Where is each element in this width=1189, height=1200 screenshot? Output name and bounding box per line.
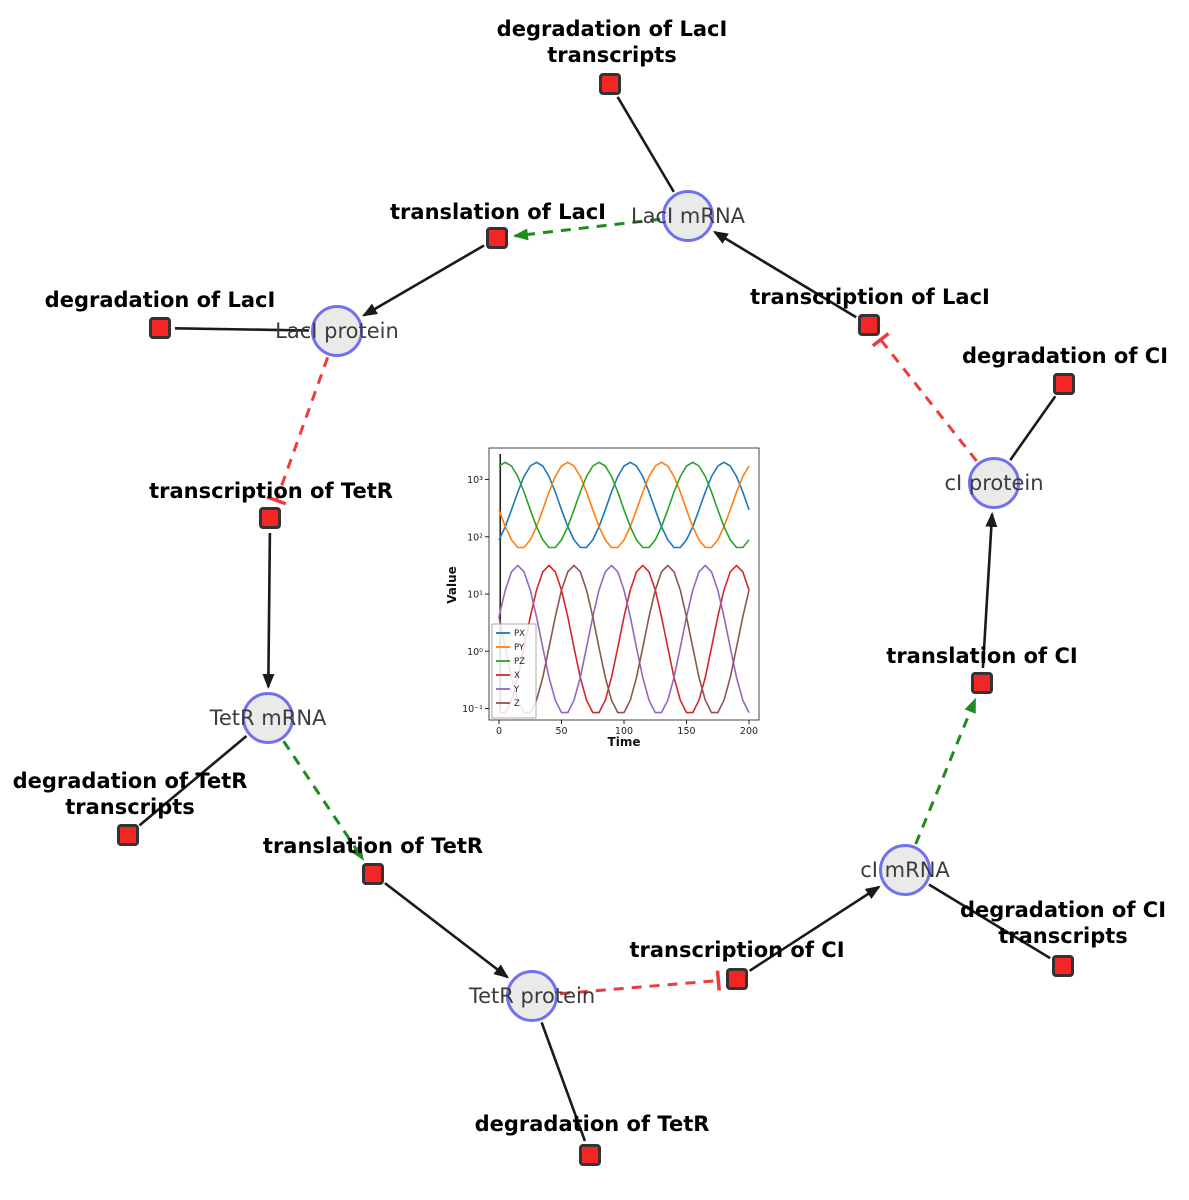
species-label-laci_mrna: LacI mRNA bbox=[630, 204, 746, 228]
species-label-ci_mrna: cI mRNA bbox=[860, 858, 950, 882]
chart-xlabel: Time bbox=[607, 735, 641, 749]
svg-text:PX: PX bbox=[514, 629, 525, 639]
svg-text:10⁻¹: 10⁻¹ bbox=[462, 704, 483, 715]
reaction-label-tx_tetr: transcription of TetR bbox=[149, 478, 393, 503]
svg-text:200: 200 bbox=[740, 726, 758, 737]
reaction-node-deg_laci[interactable] bbox=[149, 317, 171, 339]
chart-ylabel: Value bbox=[445, 566, 459, 604]
legend: PX PY PZ XYZ bbox=[491, 623, 537, 719]
edge-ci_mrna-tl_ci bbox=[914, 697, 977, 845]
svg-text:Z: Z bbox=[514, 699, 520, 709]
species-node-ci_mrna[interactable] bbox=[879, 844, 931, 896]
edge-laci_protein-tx_tetr bbox=[266, 356, 330, 506]
edge-tetr_mrna-tl_tetr bbox=[282, 740, 365, 861]
svg-text:150: 150 bbox=[677, 726, 695, 737]
edge-laci_mrna-tl_laci bbox=[512, 217, 661, 241]
reaction-node-tx_ci[interactable] bbox=[726, 968, 748, 990]
svg-text:X: X bbox=[514, 671, 520, 681]
reaction-node-deg_ci[interactable] bbox=[1053, 373, 1075, 395]
reaction-label-tl_ci: translation of CI bbox=[886, 643, 1078, 668]
species-node-tetr_mrna[interactable] bbox=[242, 692, 294, 744]
edge-tx_ci-ci_mrna bbox=[748, 885, 881, 972]
reaction-node-deg_laci_tx[interactable] bbox=[599, 73, 621, 95]
y-axis: 10⁻¹ 10⁰ 10¹ 10² 10³ bbox=[462, 475, 489, 715]
reaction-node-deg_tetr[interactable] bbox=[579, 1144, 601, 1166]
edge-tetr_protein-deg_tetr bbox=[540, 1021, 587, 1142]
svg-text:10²: 10² bbox=[467, 532, 483, 543]
svg-text:10⁰: 10⁰ bbox=[467, 647, 483, 658]
reaction-label-deg_ci: degradation of CI bbox=[961, 343, 1169, 368]
svg-text:0: 0 bbox=[496, 726, 502, 737]
edge-ci_protein-tx_laci bbox=[871, 332, 978, 462]
edge-laci_protein-deg_laci bbox=[174, 327, 310, 332]
reaction-label-deg_laci_tx: degradation of LacI transcripts bbox=[496, 16, 728, 67]
species-node-tetr_protein[interactable] bbox=[506, 970, 558, 1022]
edge-tx_laci-laci_mrna bbox=[712, 230, 857, 319]
reaction-label-tx_laci: transcription of LacI bbox=[750, 284, 990, 309]
svg-text:10¹: 10¹ bbox=[467, 590, 483, 601]
series-X bbox=[499, 564, 750, 714]
reaction-node-tl_tetr[interactable] bbox=[362, 863, 384, 885]
edge-tl_laci-laci_protein bbox=[362, 244, 485, 317]
reaction-node-deg_tetr_tx[interactable] bbox=[117, 824, 139, 846]
svg-text:Y: Y bbox=[513, 685, 520, 695]
simulation-chart: 0 50 100 150 200 10⁻¹ 10⁰ 10¹ 10² 10³ PX PY PZ XYZ bbox=[462, 447, 760, 737]
species-node-ci_protein[interactable] bbox=[968, 457, 1020, 509]
series-Y bbox=[498, 564, 750, 714]
reaction-node-tl_laci[interactable] bbox=[486, 227, 508, 249]
edge-ci_mrna-deg_ci_tx bbox=[928, 883, 1051, 960]
reaction-node-tx_laci[interactable] bbox=[858, 314, 880, 336]
reaction-label-deg_laci: degradation of LacI bbox=[44, 287, 276, 312]
svg-text:PZ: PZ bbox=[514, 657, 525, 667]
species-label-tetr_mrna: TetR mRNA bbox=[209, 706, 327, 730]
reaction-node-tx_tetr[interactable] bbox=[259, 507, 281, 529]
svg-text:100: 100 bbox=[615, 726, 633, 737]
reaction-label-tx_ci: transcription of CI bbox=[629, 937, 845, 962]
reaction-label-deg_tetr: degradation of TetR bbox=[474, 1111, 710, 1136]
edge-tl_ci-ci_protein bbox=[981, 511, 998, 669]
series-Z bbox=[498, 564, 750, 714]
reaction-node-deg_ci_tx[interactable] bbox=[1052, 955, 1074, 977]
species-label-tetr_protein: TetR protein bbox=[468, 984, 596, 1008]
series-PX bbox=[498, 461, 750, 549]
edge-tetr_mrna-deg_tetr_tx bbox=[138, 735, 248, 827]
svg-text:PY: PY bbox=[514, 643, 525, 653]
x-axis: 0 50 100 150 200 bbox=[496, 720, 758, 737]
edge-tetr_protein-tx_ci bbox=[559, 970, 721, 996]
reaction-label-deg_tetr_tx: degradation of TetR transcripts bbox=[12, 768, 248, 819]
edge-tx_tetr-tetr_mrna bbox=[262, 532, 275, 689]
svg-text:50: 50 bbox=[555, 726, 567, 737]
edge-tl_tetr-tetr_protein bbox=[384, 882, 509, 979]
reaction-label-deg_ci_tx: degradation of CI transcripts bbox=[959, 897, 1167, 948]
reaction-node-tl_ci[interactable] bbox=[971, 672, 993, 694]
species-label-laci_protein: LacI protein bbox=[275, 319, 399, 343]
svg-text:10³: 10³ bbox=[467, 475, 483, 486]
species-node-laci_mrna[interactable] bbox=[662, 190, 714, 242]
edge-ci_protein-deg_ci bbox=[1009, 395, 1057, 461]
series-PZ bbox=[498, 461, 750, 549]
reaction-label-tl_tetr: translation of TetR bbox=[262, 833, 484, 858]
species-label-ci_protein: cI protein bbox=[944, 471, 1044, 495]
edge-laci_mrna-deg_laci_tx bbox=[616, 96, 675, 193]
species-node-laci_protein[interactable] bbox=[311, 305, 363, 357]
reaction-label-tl_laci: translation of LacI bbox=[390, 199, 606, 224]
series-PY bbox=[498, 461, 750, 549]
